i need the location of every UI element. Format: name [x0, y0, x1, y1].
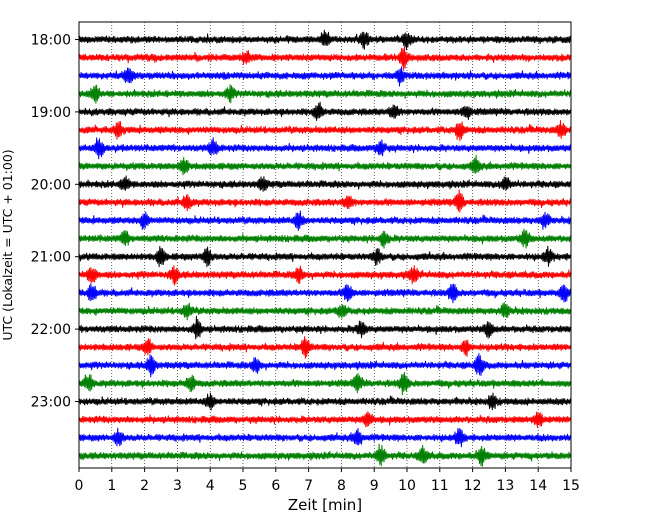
- trace-line: [78, 443, 572, 467]
- x-tick-label: 1: [107, 478, 116, 494]
- x-tick-label: 11: [431, 478, 449, 494]
- trace-line: [78, 210, 572, 231]
- x-tick-label: 13: [496, 478, 514, 494]
- y-tick-label: 21:00: [31, 250, 71, 266]
- x-axis-ticks: 0 1 2 3 4 5 6 7 8 9 10 11 12 13 14 15: [75, 468, 580, 494]
- trace-line: [78, 245, 572, 268]
- trace-line: [78, 46, 572, 71]
- trace-line: [78, 154, 572, 176]
- trace-line: [78, 392, 572, 411]
- trace-line: [78, 66, 572, 87]
- trace-line: [78, 427, 572, 448]
- x-tick-label: 3: [173, 478, 182, 494]
- x-tick-label: 12: [464, 478, 482, 494]
- x-tick-label: 8: [337, 478, 346, 494]
- y-tick-label: 23:00: [31, 395, 71, 411]
- grid-lines: [111, 22, 539, 468]
- trace-line: [78, 302, 572, 321]
- y-tick-label: 22:00: [31, 322, 71, 338]
- x-tick-label: 7: [304, 478, 313, 494]
- trace-line: [78, 315, 572, 340]
- y-axis-ticks: 18:00 19:00 20:00 21:00 22:00 23:00: [31, 33, 79, 411]
- x-tick-label: 4: [206, 478, 215, 494]
- x-tick-label: 14: [529, 478, 547, 494]
- trace-line: [78, 372, 572, 396]
- x-tick-label: 2: [140, 478, 149, 494]
- plot-frame: [78, 21, 572, 469]
- trace-line: [78, 336, 572, 359]
- x-axis-label: Zeit [min]: [288, 496, 362, 514]
- x-tick-label: 9: [370, 478, 379, 494]
- x-tick-label: 0: [75, 478, 84, 494]
- trace-line: [78, 101, 572, 121]
- trace-line: [78, 84, 572, 104]
- trace-line: [78, 137, 572, 160]
- trace-line: [78, 175, 572, 192]
- trace-line: [78, 265, 572, 286]
- seismic-traces: [78, 29, 572, 467]
- trace-line: [78, 228, 572, 249]
- x-tick-label: 6: [271, 478, 280, 494]
- trace-line: [78, 283, 572, 304]
- trace-line: [78, 411, 572, 428]
- x-tick-label: 5: [239, 478, 248, 494]
- x-tick-label: 10: [398, 478, 416, 494]
- trace-line: [78, 353, 572, 378]
- x-tick-label: 15: [562, 478, 580, 494]
- trace-line: [78, 29, 572, 51]
- y-axis-label: UTC (Lokalzeit = UTC + 01:00): [0, 149, 15, 340]
- y-tick-label: 18:00: [31, 33, 71, 49]
- trace-line: [78, 189, 572, 213]
- y-tick-label: 20:00: [31, 177, 71, 193]
- y-tick-label: 19:00: [31, 105, 71, 121]
- trace-line: [78, 120, 572, 142]
